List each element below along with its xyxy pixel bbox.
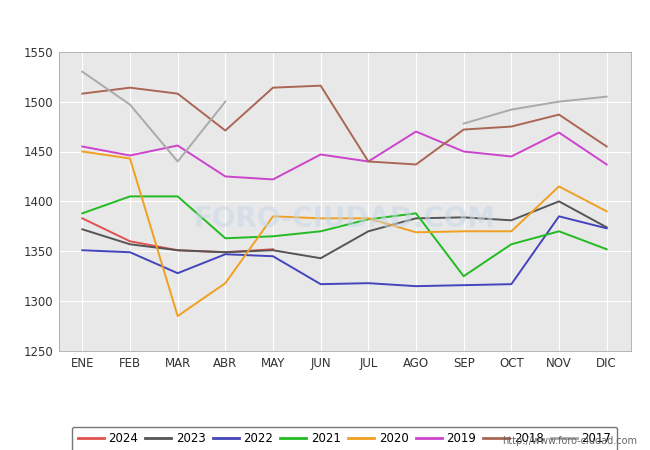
2023 — [365, 229, 372, 234]
2020 — [460, 229, 467, 234]
2020 — [222, 280, 229, 286]
Legend: 2024, 2023, 2022, 2021, 2020, 2019, 2018, 2017: 2024, 2023, 2022, 2021, 2020, 2019, 2018… — [72, 427, 618, 450]
2018 — [508, 124, 515, 129]
2019 — [460, 149, 467, 154]
2022 — [126, 250, 134, 255]
Line: 2022: 2022 — [83, 216, 606, 286]
2023 — [555, 199, 563, 204]
2022 — [508, 281, 515, 287]
2020 — [555, 184, 563, 189]
2019 — [174, 143, 181, 148]
2022 — [79, 248, 86, 253]
2018 — [317, 83, 324, 88]
Line: 2023: 2023 — [83, 202, 606, 258]
2017 — [79, 69, 86, 74]
2024 — [174, 248, 181, 253]
Text: Afiliados en Montemayor a 31/5/2024: Afiliados en Montemayor a 31/5/2024 — [169, 16, 481, 34]
2023 — [412, 216, 420, 221]
2021 — [603, 247, 610, 252]
2021 — [317, 229, 324, 234]
Line: 2017: 2017 — [83, 72, 226, 162]
2020 — [412, 230, 420, 235]
2019 — [412, 129, 420, 134]
2019 — [603, 162, 610, 167]
2023 — [174, 248, 181, 253]
2021 — [222, 236, 229, 241]
2020 — [365, 216, 372, 221]
2020 — [317, 216, 324, 221]
Text: FORO-CIUDAD.COM: FORO-CIUDAD.COM — [194, 205, 495, 234]
2019 — [222, 174, 229, 179]
2023 — [603, 225, 610, 230]
2019 — [555, 130, 563, 135]
2023 — [79, 227, 86, 232]
2022 — [365, 280, 372, 286]
2021 — [269, 234, 277, 239]
Line: 2021: 2021 — [83, 196, 606, 276]
2023 — [460, 215, 467, 220]
2020 — [603, 209, 610, 214]
2021 — [365, 216, 372, 222]
2020 — [126, 156, 134, 161]
2021 — [174, 194, 181, 199]
2022 — [603, 225, 610, 231]
Text: http://www.foro-ciudad.com: http://www.foro-ciudad.com — [502, 436, 637, 446]
2024 — [79, 216, 86, 221]
2017 — [126, 102, 134, 107]
2019 — [126, 153, 134, 158]
2021 — [508, 242, 515, 247]
2022 — [555, 214, 563, 219]
2018 — [222, 128, 229, 133]
2017 — [174, 159, 181, 164]
2018 — [460, 127, 467, 132]
2018 — [174, 91, 181, 96]
2018 — [269, 85, 277, 90]
2018 — [126, 85, 134, 90]
2019 — [79, 144, 86, 149]
2022 — [269, 253, 277, 259]
2019 — [365, 159, 372, 164]
2022 — [460, 283, 467, 288]
2024 — [126, 238, 134, 244]
2021 — [412, 211, 420, 216]
2020 — [174, 313, 181, 319]
2021 — [555, 229, 563, 234]
2017 — [222, 99, 229, 104]
2018 — [603, 144, 610, 149]
2019 — [508, 154, 515, 159]
2023 — [269, 248, 277, 253]
2020 — [269, 214, 277, 219]
2019 — [269, 177, 277, 182]
2022 — [174, 270, 181, 276]
2018 — [555, 112, 563, 117]
2022 — [317, 281, 324, 287]
2024 — [222, 250, 229, 255]
2018 — [412, 162, 420, 167]
2018 — [79, 91, 86, 96]
2022 — [222, 252, 229, 257]
2022 — [412, 284, 420, 289]
2023 — [317, 256, 324, 261]
Line: 2024: 2024 — [83, 218, 273, 252]
2021 — [126, 194, 134, 199]
Line: 2018: 2018 — [83, 86, 606, 164]
Line: 2019: 2019 — [83, 131, 606, 180]
2020 — [508, 229, 515, 234]
Line: 2020: 2020 — [83, 152, 606, 316]
2023 — [508, 218, 515, 223]
2018 — [365, 159, 372, 164]
2021 — [460, 274, 467, 279]
2023 — [126, 242, 134, 247]
2019 — [317, 152, 324, 157]
2023 — [222, 250, 229, 255]
2024 — [269, 247, 277, 252]
2021 — [79, 211, 86, 216]
2020 — [79, 149, 86, 154]
